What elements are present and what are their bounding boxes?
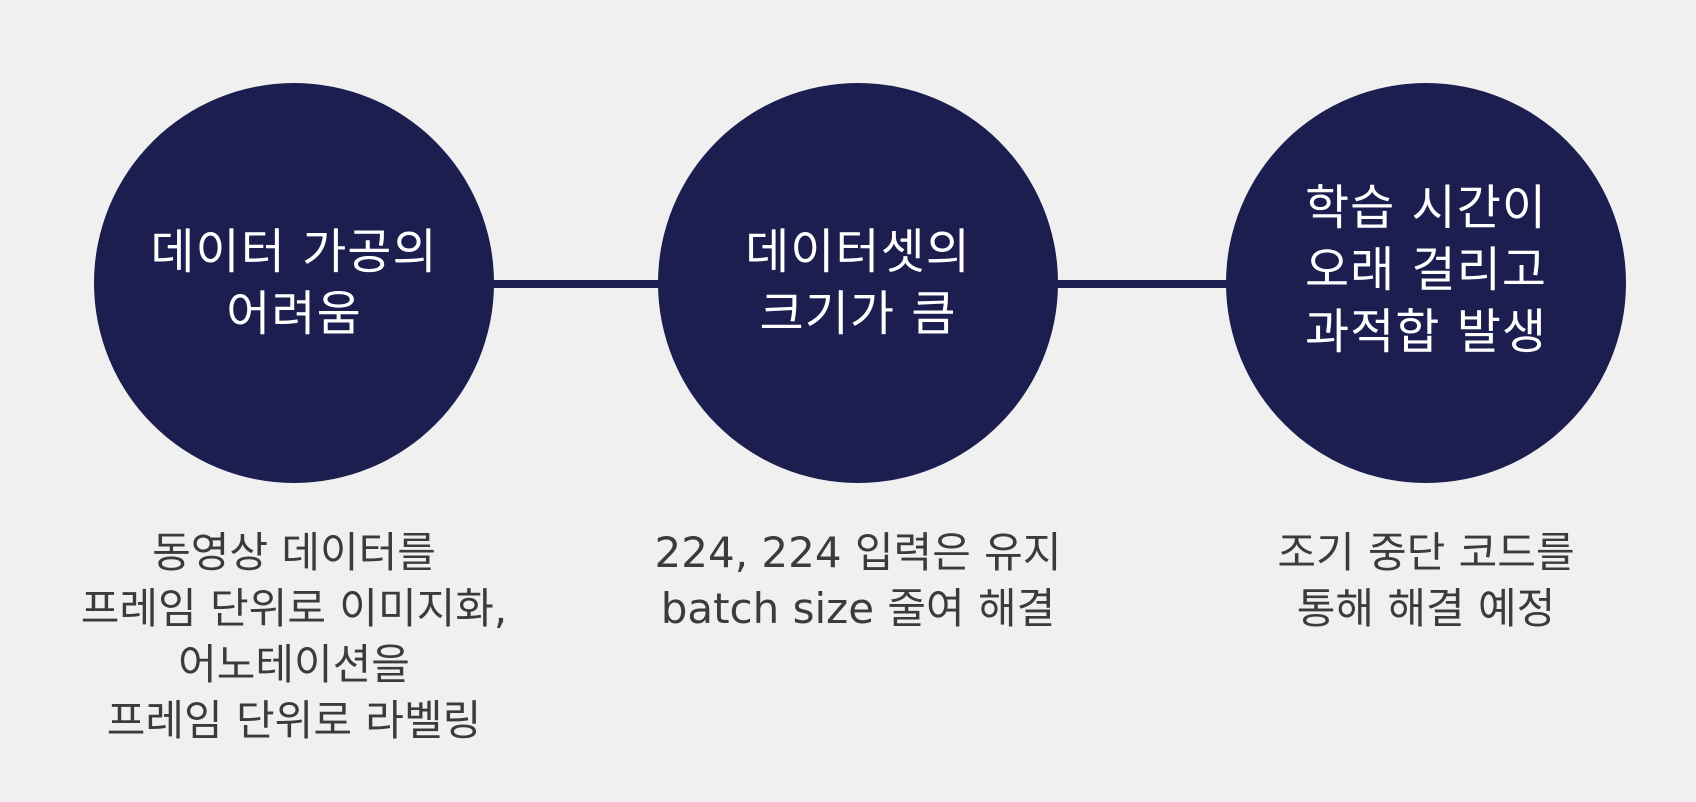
step-circle-1: 데이터 가공의 어려움 (94, 83, 494, 483)
step-circle-3: 학습 시간이 오래 걸리고 과적합 발생 (1226, 83, 1626, 483)
step-title-1: 데이터 가공의 어려움 (150, 224, 438, 342)
step-title-3: 학습 시간이 오래 걸리고 과적합 발생 (1304, 180, 1548, 360)
step-description-1: 동영상 데이터를 프레임 단위로 이미지화, 어노테이션을 프레임 단위로 라벨… (80, 528, 508, 745)
connector-line-2 (1055, 280, 1230, 288)
step-description-3: 조기 중단 코드를 통해 해결 예정 (1277, 528, 1575, 633)
step-description-2: 224, 224 입력은 유지 batch size 줄여 해결 (654, 528, 1062, 633)
step-circle-2: 데이터셋의 크기가 큼 (658, 83, 1058, 483)
connector-line-1 (490, 280, 660, 288)
step-title-2: 데이터셋의 크기가 큼 (745, 224, 971, 342)
